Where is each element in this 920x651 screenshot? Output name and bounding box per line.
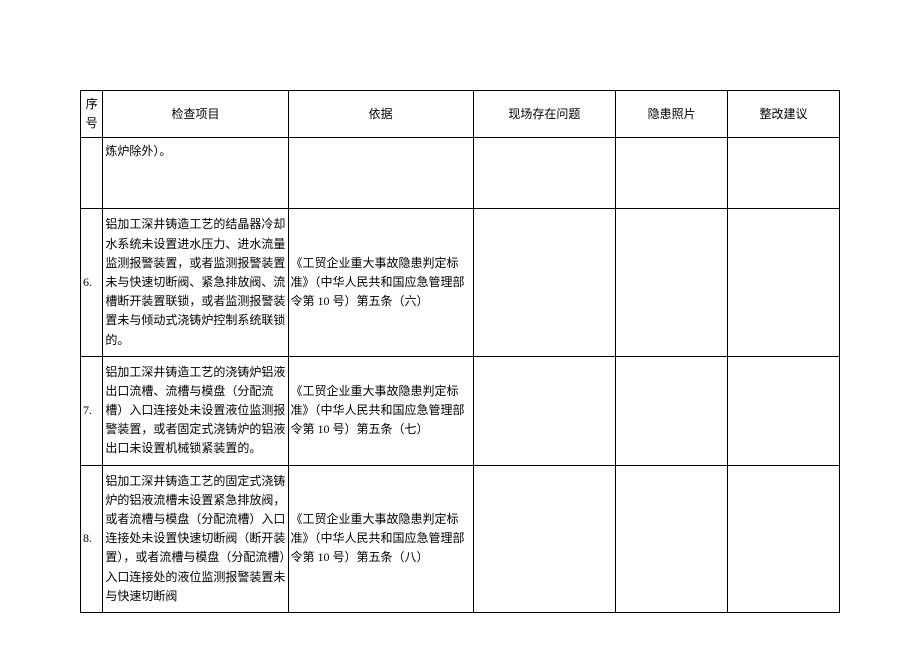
cell-problem — [473, 138, 615, 209]
cell-basis — [288, 138, 473, 209]
cell-photo — [616, 138, 728, 209]
cell-problem — [473, 209, 615, 356]
col-seq: 序号 — [81, 91, 103, 138]
cell-item: 铝加工深井铸造工艺的浇铸炉铝液出口流槽、流槽与模盘（分配流槽）入口连接处未设置液… — [103, 356, 288, 465]
table-row: 6. 铝加工深井铸造工艺的结晶器冷却水系统未设置进水压力、进水流量监测报警装置，… — [81, 209, 840, 356]
cell-seq: 8. — [81, 465, 103, 612]
col-problem: 现场存在问题 — [473, 91, 615, 138]
cell-seq: 7. — [81, 356, 103, 465]
inspection-table: 序号 检查项目 依据 现场存在问题 隐患照片 整改建议 炼炉除外）。 6. 铝加… — [80, 90, 840, 613]
cell-basis: 《工贸企业重大事故隐患判定标准》（中华人民共和国应急管理部令第 10 号）第五条… — [288, 356, 473, 465]
col-item: 检查项目 — [103, 91, 288, 138]
cell-item: 铝加工深井铸造工艺的固定式浇铸炉的铝液流槽未设置紧急排放阀，或者流槽与模盘（分配… — [103, 465, 288, 612]
cell-photo — [616, 356, 728, 465]
cell-item: 炼炉除外）。 — [103, 138, 288, 209]
cell-photo — [616, 209, 728, 356]
table-header-row: 序号 检查项目 依据 现场存在问题 隐患照片 整改建议 — [81, 91, 840, 138]
col-photo: 隐患照片 — [616, 91, 728, 138]
table-row: 炼炉除外）。 — [81, 138, 840, 209]
table-row: 7. 铝加工深井铸造工艺的浇铸炉铝液出口流槽、流槽与模盘（分配流槽）入口连接处未… — [81, 356, 840, 465]
cell-problem — [473, 465, 615, 612]
cell-suggest — [728, 356, 840, 465]
cell-seq: 6. — [81, 209, 103, 356]
cell-basis: 《工贸企业重大事故隐患判定标准》（中华人民共和国应急管理部令第 10 号）第五条… — [288, 209, 473, 356]
table-row: 8. 铝加工深井铸造工艺的固定式浇铸炉的铝液流槽未设置紧急排放阀，或者流槽与模盘… — [81, 465, 840, 612]
col-basis: 依据 — [288, 91, 473, 138]
document-page: 序号 检查项目 依据 现场存在问题 隐患照片 整改建议 炼炉除外）。 6. 铝加… — [0, 0, 920, 651]
cell-suggest — [728, 138, 840, 209]
cell-photo — [616, 465, 728, 612]
col-suggest: 整改建议 — [728, 91, 840, 138]
cell-suggest — [728, 465, 840, 612]
cell-problem — [473, 356, 615, 465]
cell-item: 铝加工深井铸造工艺的结晶器冷却水系统未设置进水压力、进水流量监测报警装置，或者监… — [103, 209, 288, 356]
cell-basis: 《工贸企业重大事故隐患判定标准》（中华人民共和国应急管理部令第 10 号）第五条… — [288, 465, 473, 612]
cell-seq — [81, 138, 103, 209]
cell-suggest — [728, 209, 840, 356]
